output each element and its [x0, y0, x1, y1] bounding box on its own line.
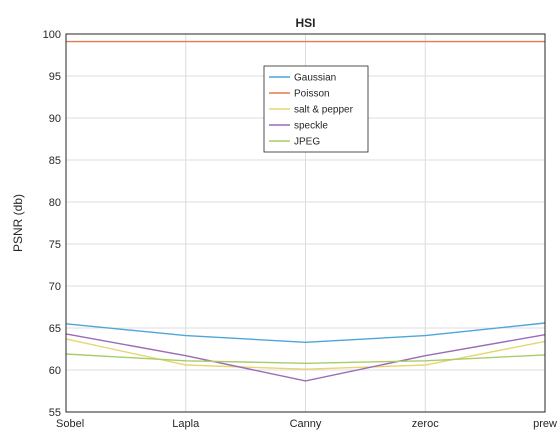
x-tick-label: zeroc: [412, 418, 439, 430]
legend-label: salt & pepper: [294, 105, 354, 116]
x-tick-label: prew: [533, 418, 557, 430]
y-tick-labels: 55 60 65 70 75 80 85 90 95 100: [43, 29, 61, 419]
y-tick-label: 55: [49, 407, 61, 419]
series-line: [65, 353, 546, 365]
legend-label: Gaussian: [294, 73, 336, 84]
y-tick-label: 95: [49, 71, 61, 83]
y-tick-label: 85: [49, 155, 61, 167]
y-tick-label: 100: [43, 29, 61, 41]
legend-label: speckle: [294, 121, 328, 132]
y-tick-label: 65: [49, 323, 61, 335]
y-tick-label: 90: [49, 113, 61, 125]
plot-frame: [65, 33, 546, 413]
y-tick-label: 75: [49, 239, 61, 251]
y-axis-label: PSNR (db): [11, 194, 25, 252]
series-line: [65, 333, 546, 382]
x-tick-labels: Sobel Lapla Canny zeroc prew: [56, 418, 557, 430]
x-tick-label: Sobel: [56, 418, 84, 430]
legend: Gaussian Poisson salt & pepper speckle JPEG: [263, 65, 369, 153]
x-tick-label: Canny: [290, 418, 322, 430]
series-line: [65, 322, 546, 344]
chart-title: HSI: [295, 16, 315, 30]
y-tick-label: 60: [49, 365, 61, 377]
legend-label: Poisson: [294, 89, 330, 100]
series-line: [65, 338, 546, 370]
y-tick-label: 70: [49, 281, 61, 293]
y-tick-label: 80: [49, 197, 61, 209]
legend-label: JPEG: [294, 137, 320, 148]
series-lines: [65, 40, 546, 382]
x-tick-label: Lapla: [172, 418, 200, 430]
